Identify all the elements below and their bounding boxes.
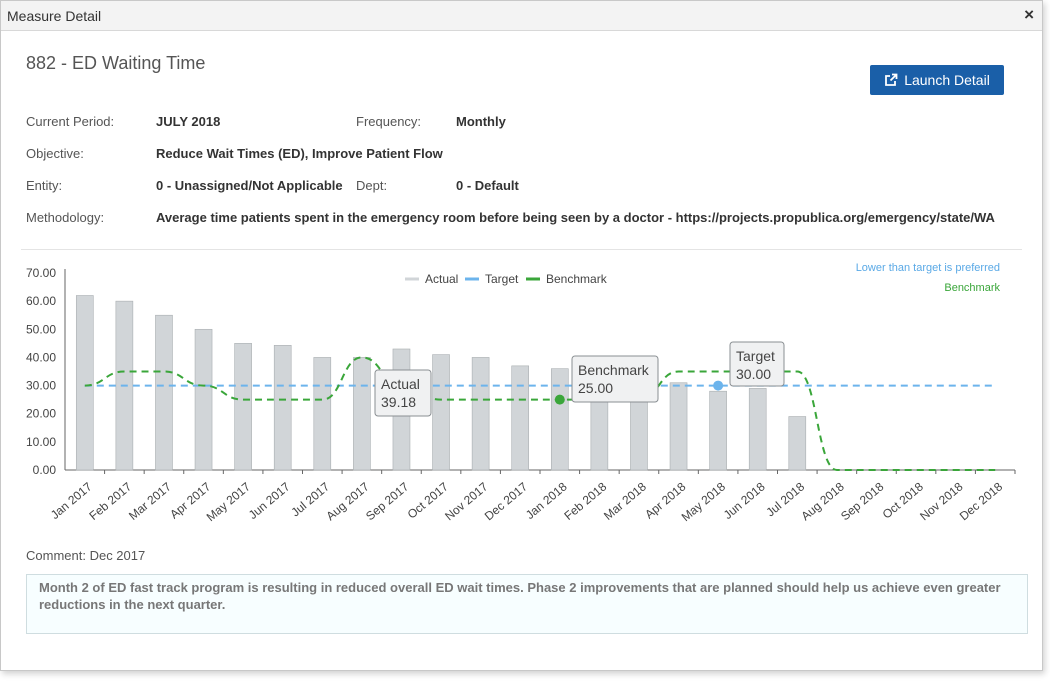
benchmark-note: Benchmark xyxy=(944,282,1000,294)
y-tick-label: 70.00 xyxy=(26,266,56,280)
tooltip-actual xyxy=(374,369,432,417)
bar-actual xyxy=(313,357,332,471)
dept-value: 0 - Default xyxy=(456,178,519,193)
dialog-title: Measure Detail xyxy=(7,8,102,24)
x-tick-label: May 2017 xyxy=(204,479,254,524)
methodology-label: Methodology: xyxy=(26,210,105,225)
objective-label: Objective: xyxy=(26,146,84,161)
legend-target: Target xyxy=(485,272,519,286)
bar-actual xyxy=(709,390,727,471)
y-tick-label: 20.00 xyxy=(26,407,56,421)
x-tick-label: Sep 2017 xyxy=(363,479,412,523)
x-tick-label: Dec 2017 xyxy=(482,479,531,523)
current-period-value: JULY 2018 xyxy=(156,114,221,129)
dialog-titlebar: Measure Detail × xyxy=(1,1,1042,31)
x-tick-label: Jan 2018 xyxy=(523,479,570,522)
tooltip-label: Actual xyxy=(381,376,420,392)
launch-detail-button[interactable]: Launch Detail xyxy=(870,65,1004,95)
tooltip-value: 30.00 xyxy=(736,366,771,382)
launch-detail-label: Launch Detail xyxy=(904,72,990,88)
x-tick-label: Dec 2018 xyxy=(957,479,1006,523)
measure-title: 882 - ED Waiting Time xyxy=(26,53,206,73)
close-icon[interactable]: × xyxy=(1024,5,1034,24)
comment-text: Month 2 of ED fast track program is resu… xyxy=(26,574,1028,634)
tooltip-label: Benchmark xyxy=(578,362,650,378)
x-tick-label: Aug 2018 xyxy=(798,479,847,523)
tooltip-target xyxy=(729,341,785,387)
bar-actual xyxy=(75,295,94,471)
tooltip-label: Target xyxy=(736,348,775,364)
y-tick-label: 30.00 xyxy=(26,379,56,393)
entity-label: Entity: xyxy=(26,178,63,193)
frequency-value: Monthly xyxy=(456,114,506,129)
preference-note: Lower than target is preferred xyxy=(856,262,1000,274)
x-tick-label: Jan 2017 xyxy=(48,479,95,522)
y-tick-label: 10.00 xyxy=(26,435,56,449)
tooltip-value: 25.00 xyxy=(578,380,613,396)
benchmark-line xyxy=(84,356,996,471)
tooltip-benchmark xyxy=(571,355,659,403)
bar-actual xyxy=(194,328,213,471)
bar-actual xyxy=(748,388,767,471)
bar-actual xyxy=(630,393,648,471)
tooltip-value: 39.18 xyxy=(381,394,416,410)
y-tick-label: 0.00 xyxy=(33,463,57,477)
x-tick-label: Aug 2017 xyxy=(323,479,372,523)
target-marker xyxy=(713,380,724,391)
comment-label: Comment: Dec 2017 xyxy=(26,548,146,563)
y-tick-label: 50.00 xyxy=(26,322,56,336)
external-link-icon xyxy=(885,73,898,86)
x-tick-label: Feb 2017 xyxy=(86,479,134,523)
current-period-label: Current Period: xyxy=(26,114,115,129)
bar-actual xyxy=(273,345,292,471)
section-divider xyxy=(21,249,1022,250)
y-tick-label: 40.00 xyxy=(26,350,56,364)
methodology-value: Average time patients spent in the emerg… xyxy=(156,210,995,225)
bar-actual xyxy=(788,416,807,471)
x-tick-label: Jun 2017 xyxy=(246,479,293,522)
bar-actual xyxy=(234,343,252,471)
legend-actual: Actual xyxy=(425,272,458,286)
bar-actual xyxy=(511,365,530,471)
entity-value: 0 - Unassigned/Not Applicable xyxy=(156,178,343,193)
x-tick-label: Nov 2018 xyxy=(917,479,966,523)
bar-actual xyxy=(432,354,450,471)
bar-actual xyxy=(353,357,371,471)
bar-actual xyxy=(471,357,490,471)
x-tick-label: Nov 2017 xyxy=(442,479,491,523)
y-tick-label: 60.00 xyxy=(26,294,56,308)
bar-actual xyxy=(669,382,688,471)
bar-actual xyxy=(155,314,173,471)
x-tick-label: May 2018 xyxy=(679,479,729,524)
x-tick-label: Sep 2018 xyxy=(838,479,887,523)
frequency-label: Frequency: xyxy=(356,114,422,129)
measure-chart: 0.00 10.00 20.00 30.00 40.00 50.00 60.00 70.00 J… xyxy=(26,262,1016,524)
objective-value: Reduce Wait Times (ED), Improve Patient … xyxy=(156,146,443,161)
legend-benchmark: Benchmark xyxy=(546,272,608,286)
bar-actual xyxy=(550,368,569,471)
x-tick-label: Jun 2018 xyxy=(721,479,768,522)
dept-label: Dept: xyxy=(356,178,388,193)
x-tick-label: Feb 2018 xyxy=(561,479,609,523)
x-tick-label: Mar 2018 xyxy=(601,479,649,523)
measure-detail-dialog: Measure Detail × 882 - ED Waiting Time L… xyxy=(0,0,1043,671)
benchmark-marker xyxy=(554,394,565,405)
x-tick-label: Mar 2017 xyxy=(126,479,174,523)
